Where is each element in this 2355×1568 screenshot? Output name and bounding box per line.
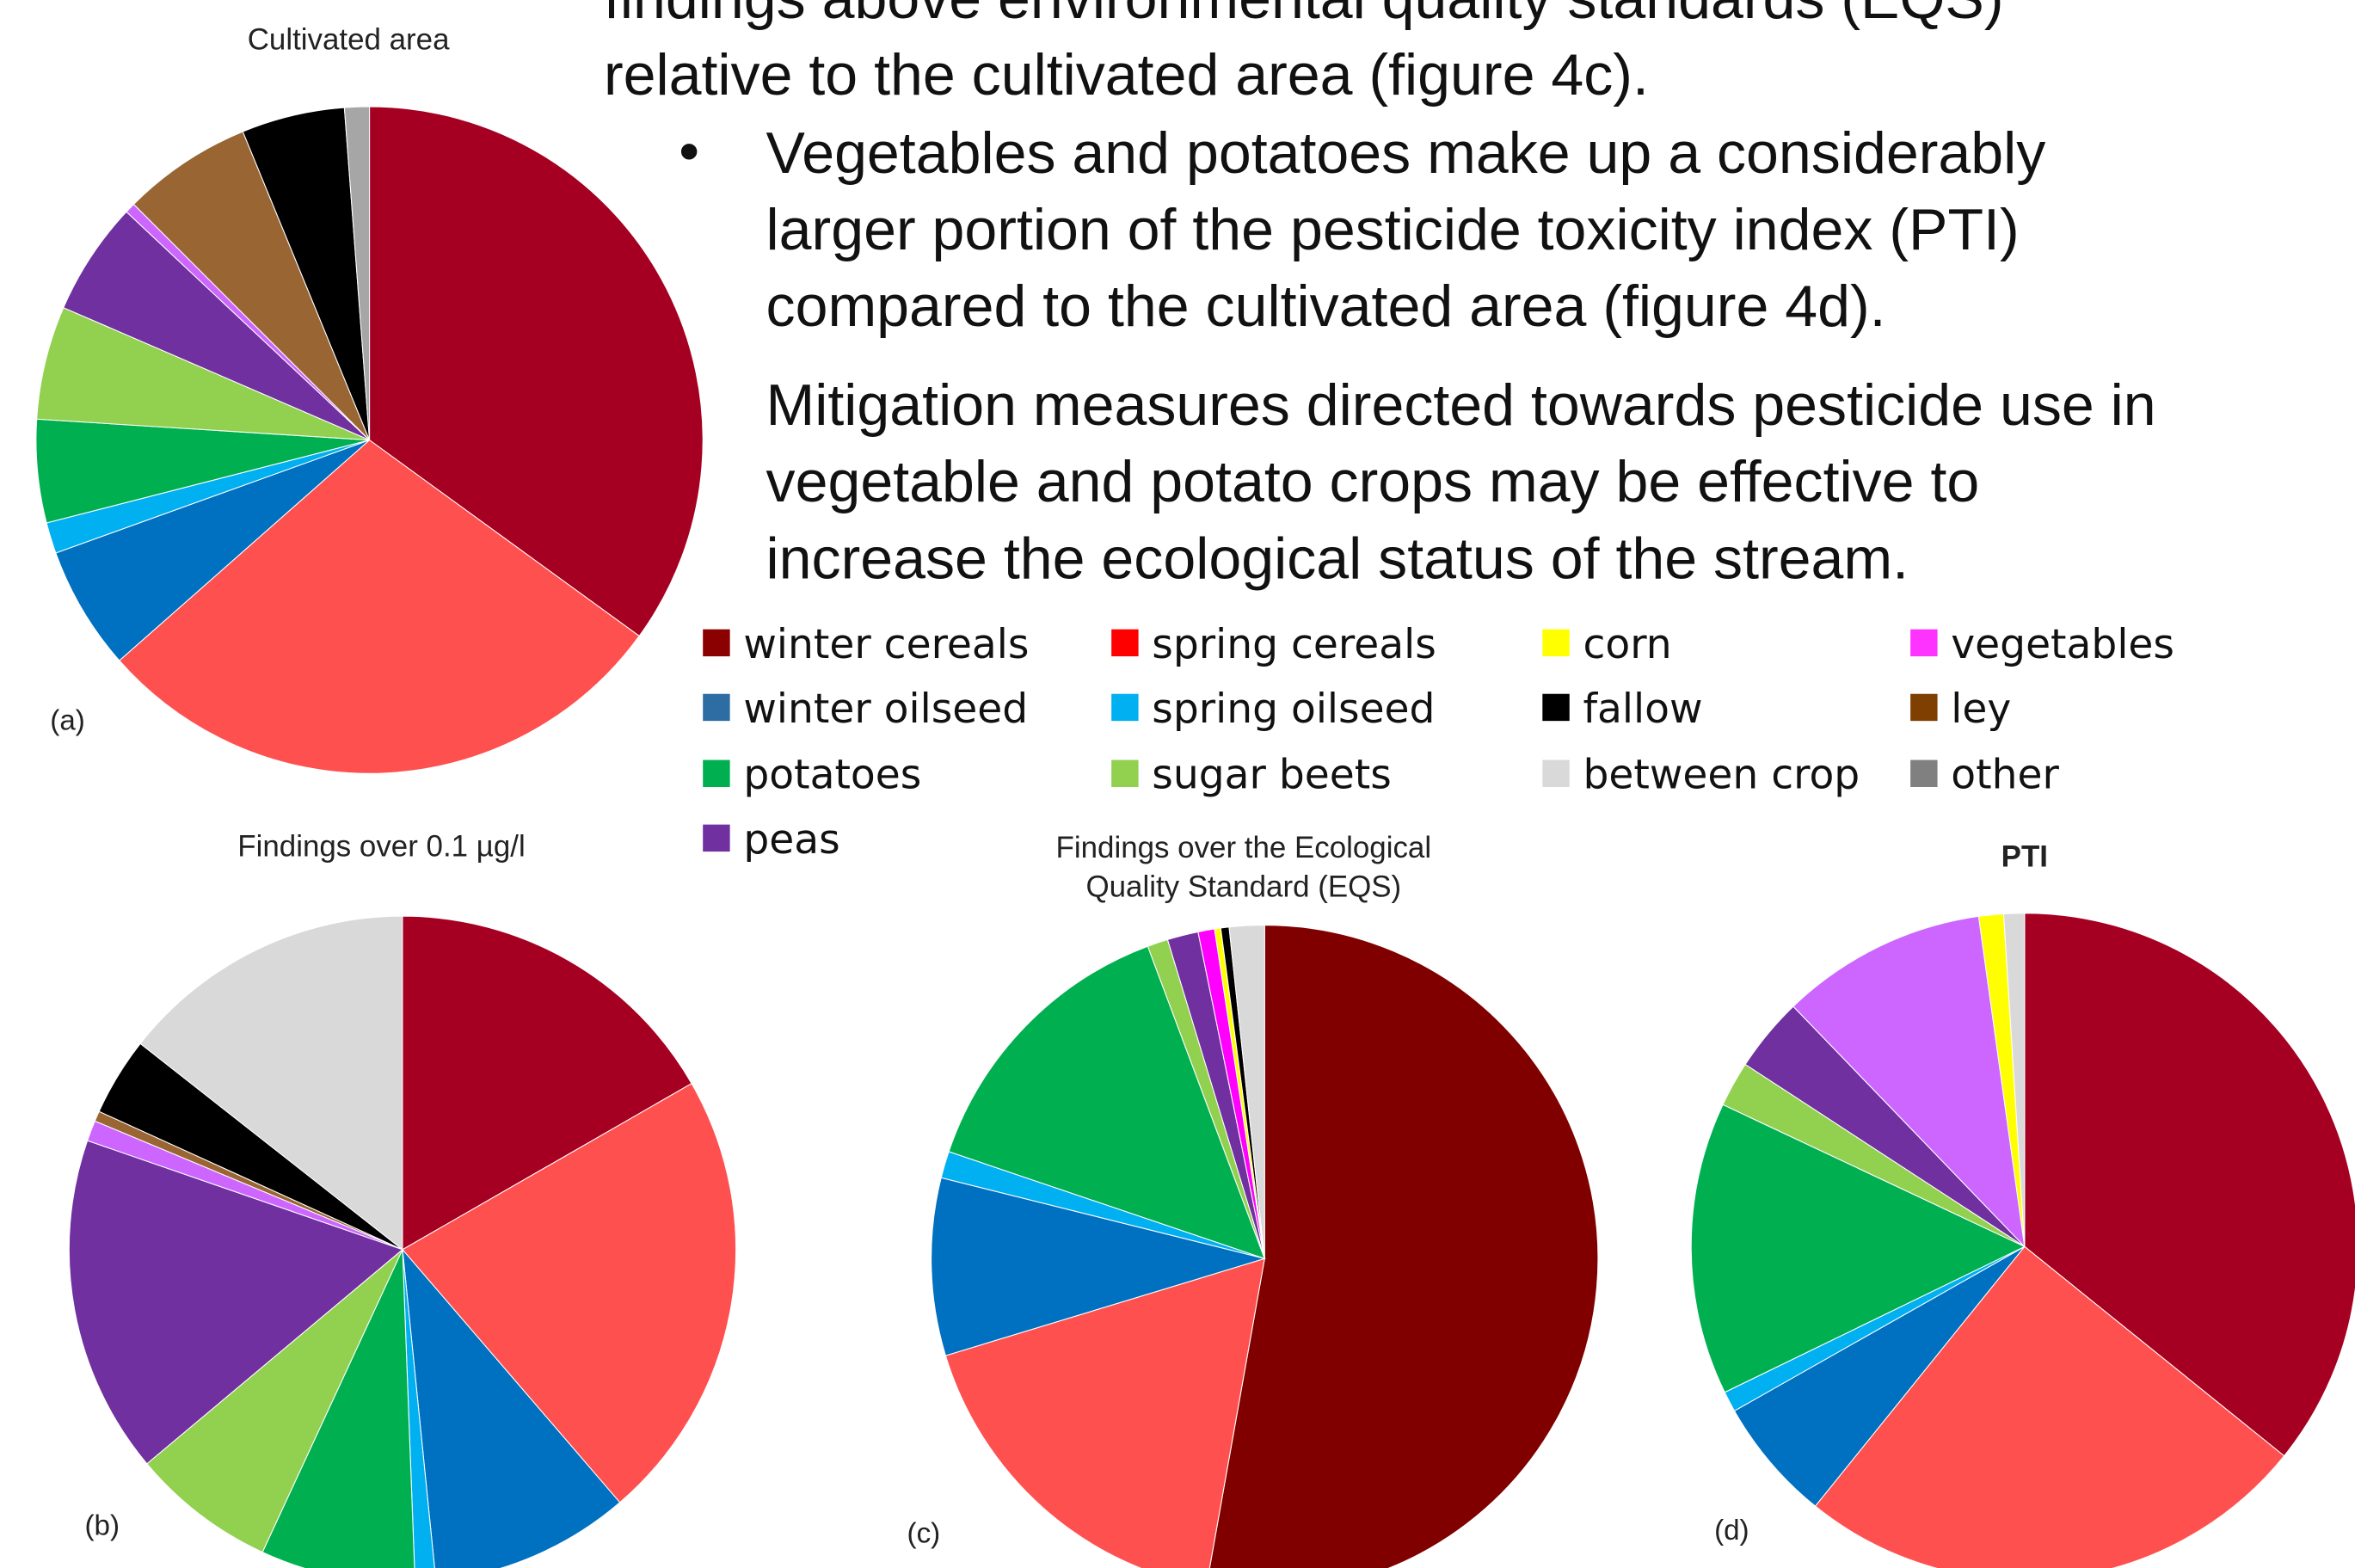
pie-slice — [1208, 925, 1599, 1568]
legend-label: winter cereals — [743, 621, 1029, 668]
legend-label: vegetables — [1951, 621, 2174, 668]
chart-title: Cultivated area — [248, 23, 450, 57]
pie-slice — [63, 211, 370, 441]
pie-slice — [261, 1249, 415, 1568]
bullet: • — [679, 119, 699, 184]
pie-slice — [1792, 915, 2026, 1248]
pie-slice — [2024, 913, 2355, 1457]
panel-label: (b) — [84, 1510, 120, 1542]
legend-swatch — [1542, 693, 1570, 722]
legend-label: winter oilseed — [743, 686, 1028, 733]
legend-swatch — [1111, 693, 1139, 722]
legend-label: other — [1951, 752, 2059, 799]
legend-label: fallow — [1583, 686, 1702, 733]
legend-swatch — [1910, 693, 1938, 722]
bullet-line: compared to the cultivated area (figure … — [766, 274, 1886, 339]
body-line: relative to the cultivated area (figure … — [604, 42, 1649, 108]
paragraph-line: increase the ecological status of the st… — [766, 526, 1909, 591]
panel-label: (c) — [907, 1517, 941, 1549]
legend-swatch — [1111, 629, 1139, 657]
legend-label: corn — [1583, 621, 1671, 668]
legend-swatch — [703, 824, 730, 852]
pie-slice — [68, 1140, 404, 1465]
chart-title: PTI — [2001, 840, 2048, 874]
legend-swatch — [1542, 629, 1570, 657]
bullet-line: Vegetables and potatoes make up a consid… — [766, 120, 2046, 186]
pie-slice — [2002, 913, 2026, 1247]
pie-slice — [402, 1248, 621, 1568]
pie-slice — [36, 306, 370, 441]
legend-swatch — [1111, 759, 1139, 787]
pie-slice — [119, 439, 640, 774]
legend-swatch — [703, 629, 730, 657]
legend-label: sugar beets — [1152, 752, 1392, 799]
chart-title: Findings over 0.1 µg/l — [237, 829, 525, 863]
legend-label: peas — [743, 816, 839, 864]
pie-slice — [1733, 1245, 2026, 1507]
pie-slice — [139, 915, 403, 1251]
panel-label: (d) — [1714, 1515, 1749, 1546]
pie-slice — [132, 131, 371, 440]
chart-title: Quality Standard (EQS) — [1085, 870, 1401, 903]
legend-swatch — [703, 693, 730, 722]
bullet-line: larger portion of the pesticide toxicity… — [766, 197, 2020, 262]
pie-slice — [369, 106, 704, 637]
pie-slice — [948, 945, 1266, 1260]
legend-swatch — [1910, 759, 1938, 787]
legend-label: ley — [1951, 686, 2011, 733]
pie-slice — [402, 1249, 435, 1568]
body-line: findings above environmental quality sta… — [604, 0, 2004, 31]
legend-label: potatoes — [743, 752, 921, 799]
pie-slice — [1814, 1245, 2285, 1568]
pie-slice — [55, 440, 370, 661]
pie-slice — [343, 106, 371, 440]
legend-swatch — [1542, 759, 1570, 787]
pie-slice — [931, 1177, 1267, 1356]
panel-label: (a) — [50, 705, 85, 737]
pie-slice — [1228, 925, 1265, 1259]
legend-label: spring cereals — [1152, 621, 1436, 668]
pie-slice — [402, 915, 692, 1251]
paragraph-line: Mitigation measures directed towards pes… — [766, 372, 2156, 438]
chart-title: Findings over the Ecological — [1056, 831, 1432, 864]
legend-label: between crop — [1583, 752, 1860, 799]
pie-slice — [402, 1082, 737, 1503]
legend-label: spring oilseed — [1152, 686, 1435, 733]
pie-slice — [146, 1249, 403, 1553]
legend-swatch — [703, 759, 730, 787]
legend-swatch — [1910, 629, 1938, 657]
pie-slice — [944, 1257, 1265, 1568]
pie-slice — [1690, 1104, 2026, 1393]
paragraph-line: vegetable and potato crops may be effect… — [766, 449, 1980, 514]
